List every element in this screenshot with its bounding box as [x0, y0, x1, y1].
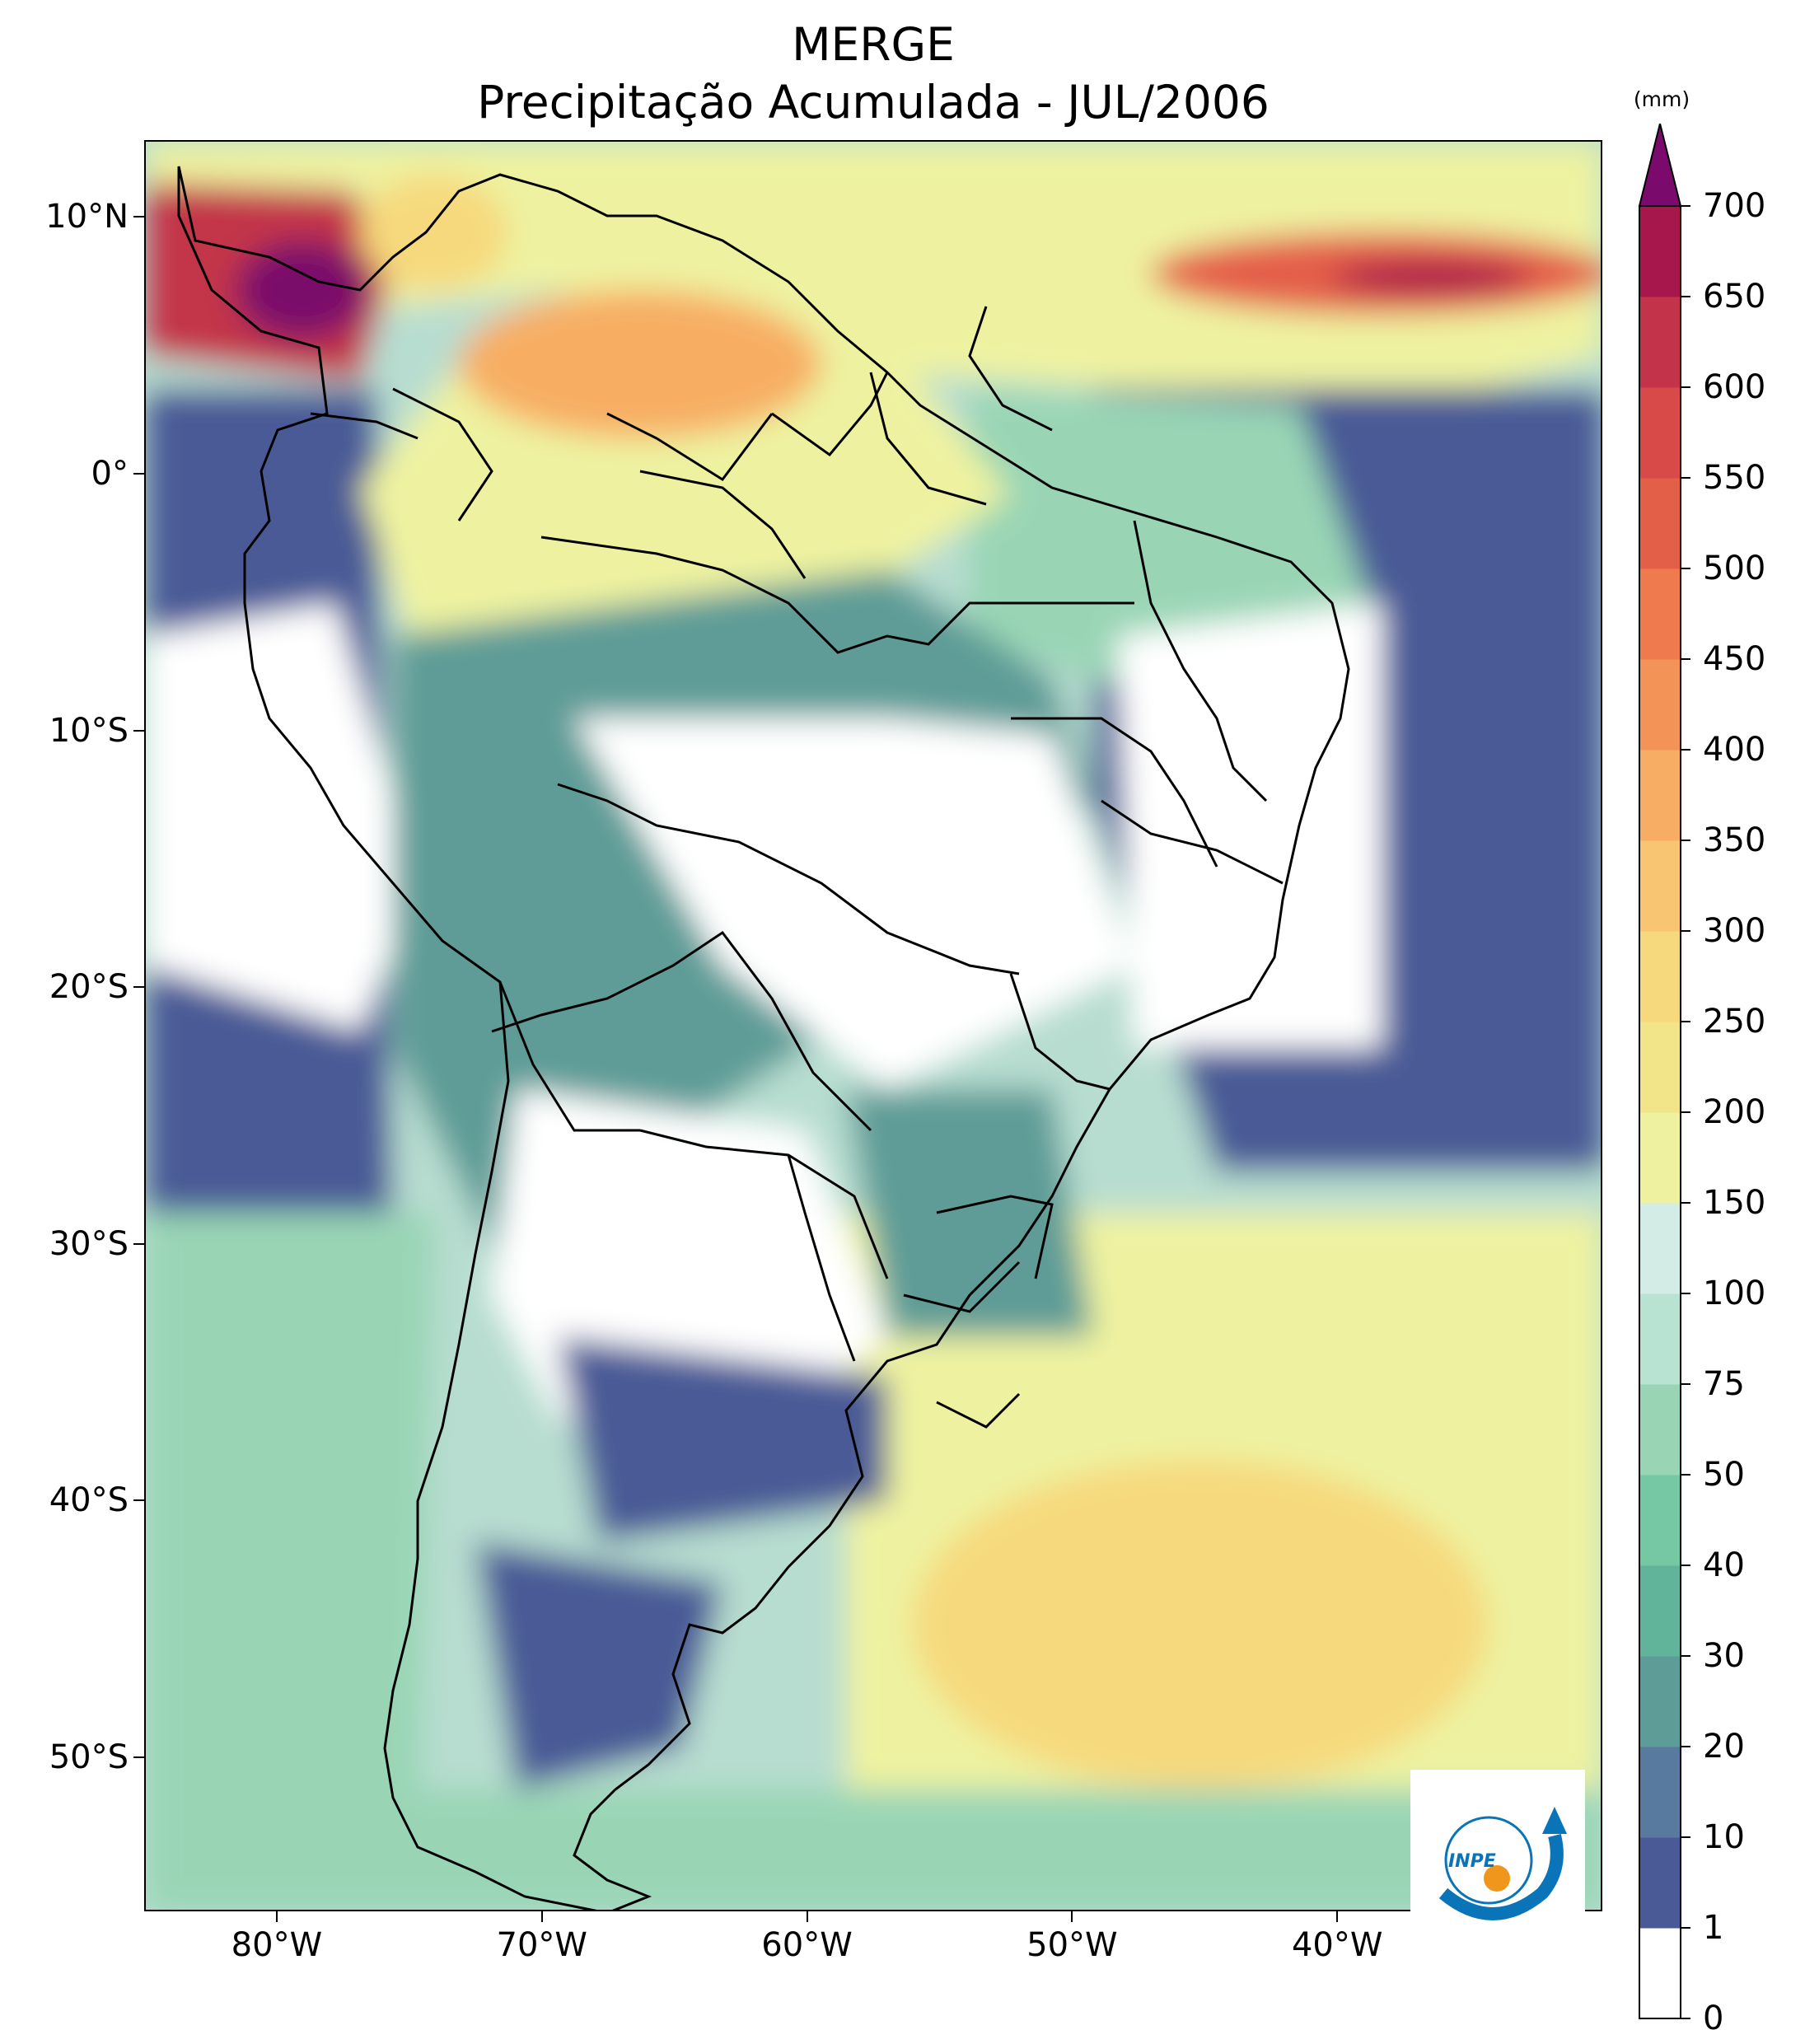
lon-tick-label: 80°W: [231, 1926, 323, 1964]
lon-tick-label: 40°W: [1291, 1926, 1383, 1964]
colorbar-tick-label: 40: [1703, 1546, 1745, 1584]
map-subtitle: Precipitação Acumulada - JUL/2006: [477, 76, 1270, 129]
lat-tick-label: 10°N: [45, 198, 129, 236]
colorbar-segment: [1639, 1928, 1681, 2019]
colorbar-segment: [1639, 1565, 1681, 1657]
colorbar-tick-label: 10: [1703, 1818, 1745, 1856]
colorbar-segment: [1639, 750, 1681, 841]
colorbar-segment: [1639, 1475, 1681, 1566]
lat-tick: [133, 1499, 144, 1502]
lat-tick-label: 50°S: [49, 1738, 129, 1777]
colorbar-segment: [1639, 568, 1681, 660]
colorbar-tick-label: 650: [1703, 278, 1766, 316]
map-canvas: [146, 142, 1601, 1910]
inpe-logo: INPE: [1410, 1770, 1585, 1944]
inpe-logo-text: INPE: [1448, 1851, 1496, 1872]
colorbar-segment: [1639, 206, 1681, 297]
colorbar-tick-label: 50: [1703, 1456, 1745, 1494]
lat-tick-label: 0°: [91, 455, 129, 493]
colorbar-segment: [1639, 1203, 1681, 1294]
colorbar-segment: [1639, 478, 1681, 569]
colorbar-tick-label: 350: [1703, 821, 1766, 859]
precipitation-map: [144, 140, 1602, 1911]
country-borders: [177, 166, 1350, 1910]
colorbar-tick-label: 0: [1703, 2000, 1724, 2037]
lon-tick: [1336, 1911, 1339, 1922]
colorbar-tick-label: 500: [1703, 550, 1766, 587]
lat-tick-label: 10°S: [49, 711, 129, 750]
lon-tick: [275, 1911, 278, 1922]
lat-tick: [133, 1756, 144, 1759]
lon-tick-label: 70°W: [496, 1926, 587, 1964]
lat-tick-label: 30°S: [49, 1224, 129, 1263]
colorbar-tick-label: 250: [1703, 1003, 1766, 1041]
lon-tick: [540, 1911, 543, 1922]
precipitation-field: [146, 142, 1601, 1910]
colorbar-segment: [1639, 659, 1681, 751]
colorbar-tick-label: 1: [1703, 1909, 1724, 1947]
colorbar-segment: [1639, 1384, 1681, 1476]
colorbar-segment: [1639, 1656, 1681, 1747]
lon-tick-label: 50°W: [1026, 1926, 1118, 1964]
inpe-logo-graphic: INPE: [1438, 1807, 1567, 1920]
map-title: MERGE: [792, 18, 955, 71]
colorbar-segment: [1639, 1022, 1681, 1113]
colorbar-extend-triangle: [1638, 124, 1682, 207]
lat-tick-label: 40°S: [49, 1481, 129, 1520]
colorbar-unit: (mm): [1633, 87, 1690, 111]
lat-tick-label: 20°S: [49, 968, 129, 1007]
lon-tick-label: 60°W: [761, 1926, 853, 1964]
lon-tick: [1071, 1911, 1073, 1922]
colorbar-tick-label: 300: [1703, 912, 1766, 950]
lat-tick: [133, 986, 144, 989]
colorbar-segment: [1639, 840, 1681, 932]
colorbar-segment: [1639, 1747, 1681, 1838]
colorbar-tick-label: 200: [1703, 1093, 1766, 1131]
colorbar-tick-label: 400: [1703, 731, 1766, 769]
colorbar-tick-label: 150: [1703, 1184, 1766, 1222]
colorbar-tick-label: 700: [1703, 187, 1766, 225]
colorbar-segment: [1639, 387, 1681, 479]
colorbar-segment: [1639, 1112, 1681, 1204]
colorbar-segment: [1639, 1293, 1681, 1385]
colorbar-tick-label: 20: [1703, 1728, 1745, 1766]
lat-tick: [133, 1242, 144, 1245]
colorbar-segment: [1639, 297, 1681, 388]
colorbar-tick-label: 30: [1703, 1637, 1745, 1675]
lon-tick: [806, 1911, 808, 1922]
lat-tick: [133, 473, 144, 475]
colorbar-tick-label: 550: [1703, 459, 1766, 497]
colorbar: [1638, 124, 1690, 2019]
colorbar-tick-label: 75: [1703, 1365, 1745, 1403]
colorbar-segment: [1639, 931, 1681, 1022]
colorbar-tick-label: 100: [1703, 1275, 1766, 1312]
colorbar-tick-label: 450: [1703, 640, 1766, 678]
colorbar-tick-label: 600: [1703, 368, 1766, 406]
colorbar-segment: [1639, 1837, 1681, 1929]
lat-tick: [133, 216, 144, 218]
lat-tick: [133, 729, 144, 732]
